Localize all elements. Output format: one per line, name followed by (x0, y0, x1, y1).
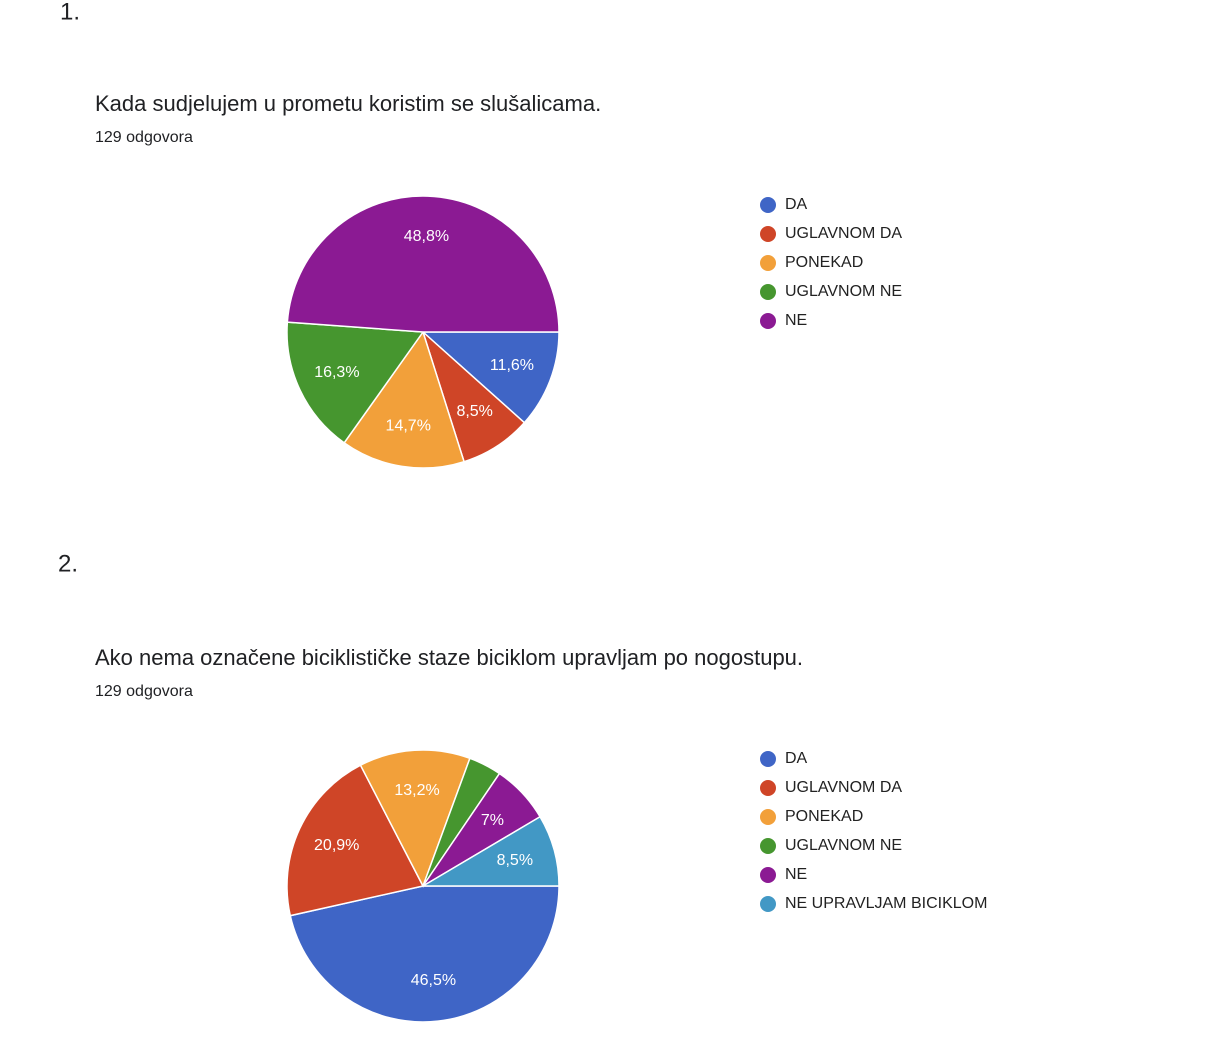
pie-slice (359, 749, 471, 888)
legend-label: NE (785, 312, 807, 329)
pie-slice (286, 195, 560, 333)
legend-swatch (760, 284, 776, 300)
legend-swatch (760, 751, 776, 767)
heading: 1. (60, 0, 80, 25)
value-label: 20,9% (314, 837, 359, 854)
legend-swatch (760, 197, 776, 213)
legend-label: PONEKAD (785, 808, 863, 825)
legend-label: UGLAVNOM NE (785, 283, 902, 300)
value-label: 14,7% (386, 417, 431, 434)
legend-swatch (760, 313, 776, 329)
legend-label: PONEKAD (785, 254, 863, 271)
pie-slice (343, 330, 465, 469)
legend-swatch (760, 809, 776, 825)
legend-swatch (760, 867, 776, 883)
pie-slice (420, 815, 560, 887)
value-label: 46,5% (411, 972, 456, 989)
value-label: 7% (481, 812, 504, 829)
pie-slice (286, 321, 425, 444)
legend-label: UGLAVNOM NE (785, 837, 902, 854)
legend-swatch (760, 226, 776, 242)
pie-slice (289, 885, 560, 1023)
pie-slice (286, 764, 425, 917)
chart-subtitle: 129 odgovora (95, 683, 193, 700)
legend-label: NE UPRAVLJAM BICIKLOM (785, 895, 987, 912)
legend-label: NE (785, 866, 807, 883)
value-label: 48,8% (404, 228, 449, 245)
legend-swatch (760, 838, 776, 854)
value-label: 13,2% (394, 782, 439, 799)
legend-label: DA (785, 196, 808, 213)
legend-swatch (760, 780, 776, 796)
legend-label: UGLAVNOM DA (785, 225, 902, 242)
legend-swatch (760, 255, 776, 271)
value-label: 8,5% (456, 403, 492, 420)
chart-title: Kada sudjelujem u prometu koristim se sl… (95, 91, 601, 116)
pie-slice (421, 331, 560, 424)
value-label: 16,3% (314, 364, 359, 381)
value-label: 8,5% (497, 852, 533, 869)
legend-label: UGLAVNOM DA (785, 779, 902, 796)
legend-swatch (760, 896, 776, 912)
legend-label: DA (785, 750, 808, 767)
chart-title: Ako nema označene biciklističke staze bi… (95, 645, 803, 670)
chart-subtitle: 129 odgovora (95, 129, 193, 146)
heading: 2. (58, 550, 78, 577)
value-label: 11,6% (490, 357, 534, 374)
